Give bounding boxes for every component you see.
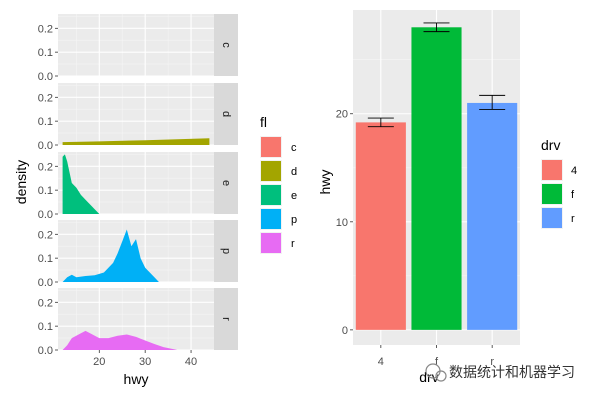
y-tick-label: 20 [336,109,348,121]
bar-y-axis-title: hwy [317,170,333,195]
drv-legend: drv 4 fr [541,137,577,229]
legend-key-r [261,233,281,253]
facet-panel-c: 0.0 0.1 0.2 c [38,14,238,83]
y-tick-label: 0.0 [38,71,53,83]
y-tick-label: 10 [336,217,348,229]
x-tick-label: 30 [139,356,151,368]
legend-label: f [571,189,575,201]
y-tick-label: 0.1 [38,185,53,197]
legend-key-e [261,185,281,205]
y-tick-label: 0.2 [38,92,53,104]
y-tick-label: 0.1 [38,321,53,333]
density-axes: hwy density [13,160,148,387]
y-tick-label: 0.1 [38,253,53,265]
y-tick-label: 0.2 [38,229,53,241]
error-bar-4 [367,117,394,128]
facet-strip-label: p [220,248,232,254]
legend-label: d [291,166,297,178]
x-tick-label: 20 [93,356,105,368]
y-tick-label: 0.0 [38,277,53,289]
facet-strip [214,220,238,282]
error-bar-r [479,94,506,110]
legend-label: c [291,142,297,154]
x-tick-label: 4 [378,356,384,368]
y-tick-label: 0.2 [38,23,53,35]
legend-key-4 [542,160,562,180]
legend-key-c [261,137,281,157]
panel-background [58,14,214,76]
panel-background [58,83,214,145]
legend-title: fl [260,114,267,130]
legend-title: drv [541,137,560,153]
x-tick-label: f [435,356,439,368]
bar-f [411,27,462,330]
bar-chart: 0 10 20 4 f r [336,10,520,368]
density-area-d [62,138,210,145]
legend-label: e [291,190,297,202]
watermark: 数据统计和机器学习 [425,363,575,382]
facet-panel-e: 0.0 0.1 0.2 e [38,152,238,221]
legend-label: r [291,238,295,250]
y-tick-label: 0.2 [38,161,53,173]
facet-panel-d: 0.0 0.1 0.2 d [38,83,238,152]
legend-label: r [571,213,575,225]
y-tick-label: 0.1 [38,116,53,128]
watermark-text: 数据统计和机器学习 [449,365,575,381]
x-tick-label: r [490,356,494,368]
facet-strip-label: e [220,180,232,186]
y-tick-label: 0.0 [38,140,53,152]
density-area-p [62,229,159,282]
y-tick-label: 0 [342,325,348,337]
density-area-r [62,330,178,350]
wechat-icon [425,363,447,382]
density-x-axis-title: hwy [124,371,149,387]
facet-panel-r: 0.0 0.1 0.2 r [38,288,238,357]
y-tick-label: 0.0 [38,345,53,357]
density-facets: 0.0 0.1 0.2 c 0.0 0.1 0.2 d 0.0 0.1 0.2 e 0.0 0.1 0.2 p… [38,14,238,368]
legend-key-f [542,184,562,204]
facet-strip [214,14,238,76]
legend-key-r [542,208,562,228]
facet-strip-label: d [220,111,232,117]
x-tick-label: 40 [185,356,197,368]
density-area-e [62,154,100,214]
facet-strip [214,152,238,214]
bar-r [467,102,518,330]
facet-strip-label: c [220,42,232,48]
facet-panel-p: 0.0 0.1 0.2 p [38,220,238,289]
facet-strip [214,83,238,145]
facet-strip-label: r [220,317,232,321]
error-bar-f [423,22,450,33]
legend-key-d [261,161,281,181]
legend-key-p [261,209,281,229]
y-tick-label: 0.0 [38,209,53,221]
facet-strip [214,288,238,350]
bar-4 [355,122,406,330]
legend-label: 4 [571,165,577,177]
y-tick-label: 0.2 [38,297,53,309]
density-y-axis-title: density [13,160,29,204]
legend-label: p [291,214,297,226]
y-tick-label: 0.1 [38,47,53,59]
